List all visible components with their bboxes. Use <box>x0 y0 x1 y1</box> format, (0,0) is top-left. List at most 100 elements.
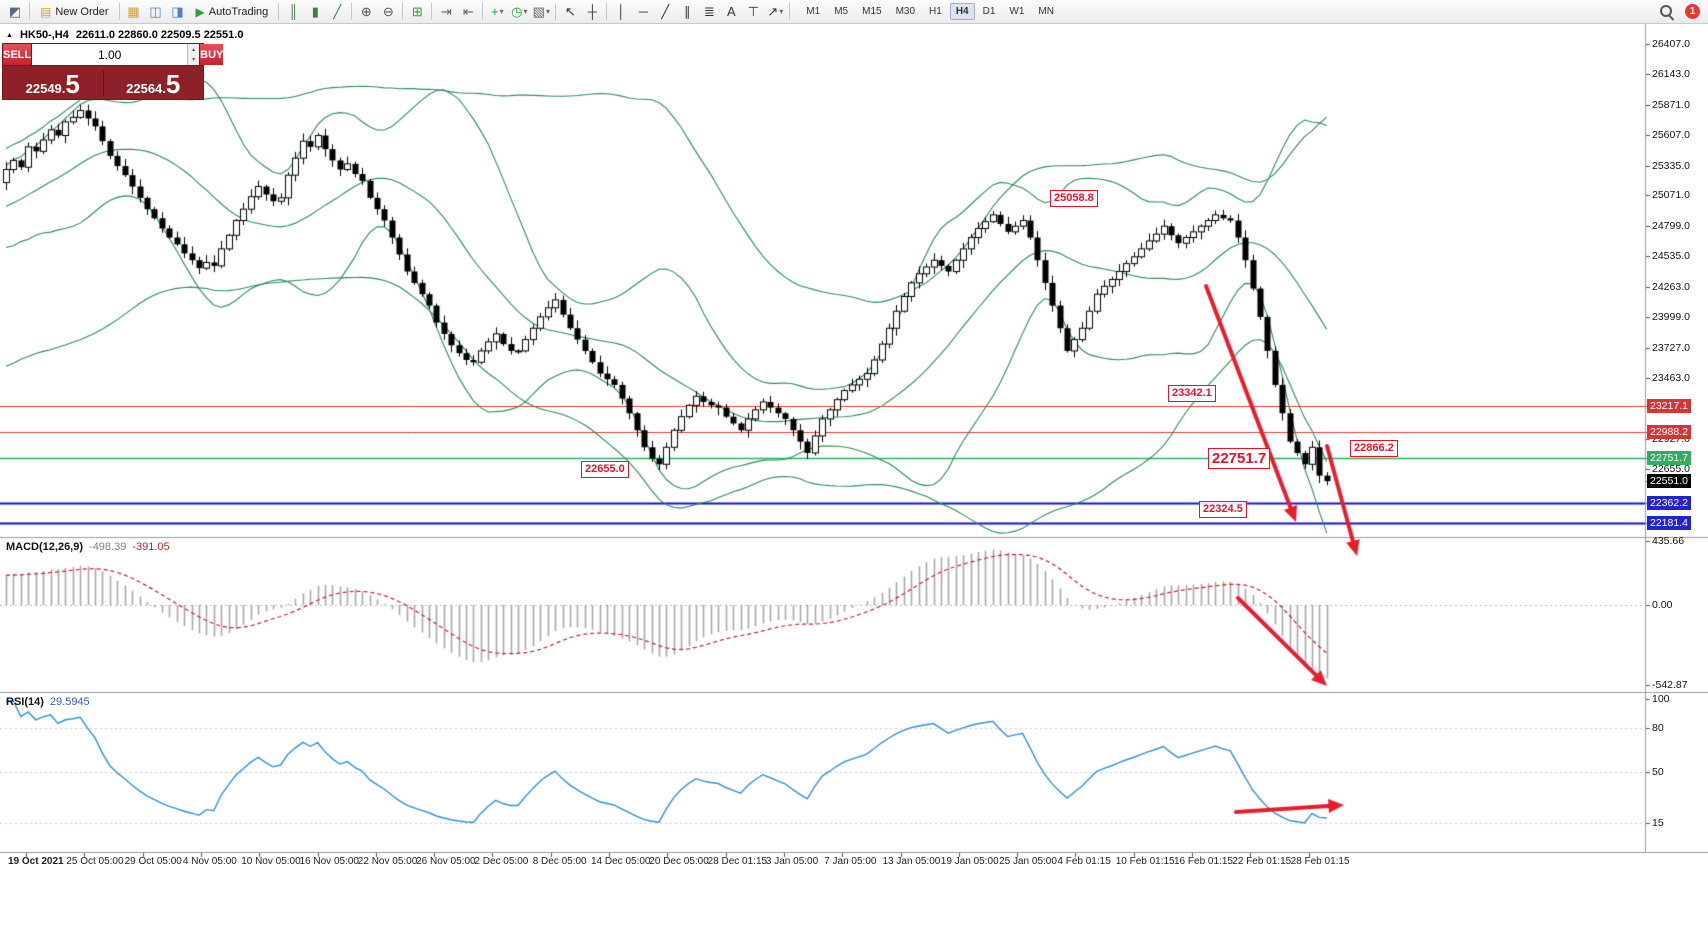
sell-price-big: 5 <box>65 68 80 99</box>
equidistant-channel-icon[interactable]: ∥ <box>676 2 698 22</box>
search-icon[interactable] <box>1658 3 1675 20</box>
text-label-icon[interactable]: ⊤ <box>742 2 764 22</box>
chart-collapse-icon[interactable]: ▲ <box>6 31 13 39</box>
bar-chart-icon[interactable]: ║ <box>282 2 304 22</box>
price-axis-label: 26407.0 <box>1652 38 1690 50</box>
profiles-icon[interactable]: ◫ <box>145 2 167 22</box>
timeframe-m15-button[interactable]: M15 <box>862 6 882 17</box>
crosshair-icon[interactable]: ┼ <box>581 2 603 22</box>
macd-signal-value: -391.05 <box>132 541 170 553</box>
equidistant-channel-icon: ∥ <box>684 3 691 19</box>
new-order-icon: ▤ <box>40 4 52 19</box>
chart-window-icon: ◩ <box>8 3 22 19</box>
rsi-axis-label: 50 <box>1652 766 1664 778</box>
timeframe-h1-button[interactable]: H1 <box>929 6 942 17</box>
trendline-icon[interactable]: ╱ <box>654 2 676 22</box>
timeframe-m5-button[interactable]: M5 <box>834 6 849 17</box>
toolbar-separator <box>482 3 484 20</box>
buy-price[interactable]: 22564. 5 <box>104 69 204 97</box>
timeframe-h4-button[interactable]: H4 <box>949 3 975 20</box>
new-order-button[interactable]: ▤ New Order <box>33 2 116 22</box>
market-watch-icon[interactable]: ◨ <box>167 2 189 22</box>
price-axis-label: 24263.0 <box>1652 281 1690 294</box>
timeframe-toolbar: M1 M5 M15 M30 H1 H4 D1 W1 MN <box>799 3 1061 20</box>
one-click-trading-panel: SELL ▴ ▾ BUY 22549.5 22564.5 <box>2 43 224 100</box>
toolbar-separator <box>555 3 557 20</box>
indicators-list-icon[interactable]: + ▾ <box>486 2 508 22</box>
toolbar-separator <box>431 3 433 20</box>
trade-panel-top-row: SELL ▴ ▾ BUY <box>3 44 224 66</box>
price-divider <box>102 69 104 96</box>
rsi-axis-label: 15 <box>1652 817 1664 830</box>
cursor-icon[interactable]: ↖ <box>559 2 581 22</box>
price-axis-level-label: 22362.2 <box>1647 495 1691 510</box>
vertical-line-icon: │ <box>617 4 626 19</box>
macd-axis-label: 0.00 <box>1652 599 1673 611</box>
volume-spinner: ▴ ▾ <box>187 44 200 65</box>
templates-icon: ▧ <box>532 3 545 19</box>
periods-icon[interactable]: ◷ ▾ <box>508 2 530 22</box>
zoom-out-icon: ⊖ <box>382 3 394 19</box>
chart-canvas[interactable] <box>0 24 1708 949</box>
symbol-ohlc-label: ▲ HK50-,H4 22611.0 22860.0 22509.5 22551… <box>6 29 243 41</box>
auto-scroll-icon[interactable]: ⇥ <box>435 2 457 22</box>
volume-down-button[interactable]: ▾ <box>188 54 200 65</box>
tile-windows-icon[interactable]: ⊞ <box>406 2 428 22</box>
templates-icon[interactable]: ▧ ▾ <box>530 2 552 22</box>
indicators-list-dropdown-arrow[interactable]: ▾ <box>499 7 504 16</box>
line-chart-icon[interactable]: ╱ <box>326 2 348 22</box>
new-chart-icon: ▦ <box>127 3 140 19</box>
price-axis-label: 23999.0 <box>1652 311 1690 324</box>
sell-price[interactable]: 22549. 5 <box>3 69 103 97</box>
notification-badge[interactable]: 1 <box>1685 4 1700 19</box>
bar-chart-icon: ║ <box>288 4 298 19</box>
tile-windows-icon: ⊞ <box>411 3 423 19</box>
arrow-objects-icon[interactable]: ↗ ▾ <box>764 2 786 22</box>
text-label-icon: ⊤ <box>747 3 759 19</box>
price-axis-level-label: 22181.4 <box>1647 516 1691 531</box>
periods-icon: ◷ <box>511 3 523 19</box>
sell-price-small: 22549. <box>25 80 66 96</box>
periods-dropdown-arrow[interactable]: ▾ <box>523 7 528 16</box>
timeframe-w1-button[interactable]: W1 <box>1009 6 1025 17</box>
arrow-objects-dropdown-arrow[interactable]: ▾ <box>779 7 784 16</box>
volume-input[interactable] <box>32 44 188 65</box>
price-axis-label: 25871.0 <box>1652 98 1690 111</box>
new-chart-icon[interactable]: ▦ <box>123 2 145 22</box>
volume-box: ▴ ▾ <box>31 44 201 65</box>
price-axis-label: 22655.0 <box>1652 463 1690 476</box>
price-axis-label: 23463.0 <box>1652 371 1690 384</box>
rsi-value: 29.5945 <box>49 696 90 708</box>
fibonacci-retracement-icon[interactable]: ≣ <box>698 2 720 22</box>
toolbar-separator <box>29 3 30 20</box>
price-axis-level-label: 22988.2 <box>1647 424 1691 439</box>
toolbar-separator <box>351 3 353 20</box>
autotrading-label: AutoTrading <box>208 5 269 18</box>
new-order-label: New Order <box>55 5 109 18</box>
vertical-line-icon[interactable]: │ <box>610 2 632 22</box>
zoom-in-icon[interactable]: ⊕ <box>355 2 377 22</box>
sell-button[interactable]: SELL <box>3 44 32 65</box>
zoom-in-icon: ⊕ <box>360 3 372 19</box>
templates-dropdown-arrow[interactable]: ▾ <box>545 7 550 16</box>
volume-up-button[interactable]: ▴ <box>188 44 200 55</box>
timeframe-m1-button[interactable]: M1 <box>806 6 821 17</box>
candlestick-chart-icon[interactable]: ▮ <box>304 2 326 22</box>
cursor-icon: ↖ <box>564 3 576 19</box>
rsi-title: RSI(14) <box>6 696 44 708</box>
horizontal-line-icon[interactable]: ─ <box>632 2 654 22</box>
timeframe-mn-button[interactable]: MN <box>1038 6 1054 17</box>
chart-shift-icon[interactable]: ⇤ <box>457 2 479 22</box>
text-icon[interactable]: A <box>720 2 742 22</box>
autotrading-button[interactable]: ▶ AutoTrading <box>189 2 276 22</box>
buy-button[interactable]: BUY <box>200 44 224 65</box>
price-axis-level-label: 22751.7 <box>1647 451 1691 466</box>
macd-title: MACD(12,26,9) <box>6 541 84 553</box>
chart-window-icon[interactable]: ◩ <box>4 2 26 22</box>
zoom-out-icon[interactable]: ⊖ <box>377 2 399 22</box>
macd-value: -498.39 <box>89 541 127 553</box>
auto-scroll-icon: ⇥ <box>440 3 452 19</box>
timeframe-d1-button[interactable]: D1 <box>982 6 996 17</box>
timeframe-m30-button[interactable]: M30 <box>895 6 916 17</box>
chart-shift-icon: ⇤ <box>462 3 474 19</box>
